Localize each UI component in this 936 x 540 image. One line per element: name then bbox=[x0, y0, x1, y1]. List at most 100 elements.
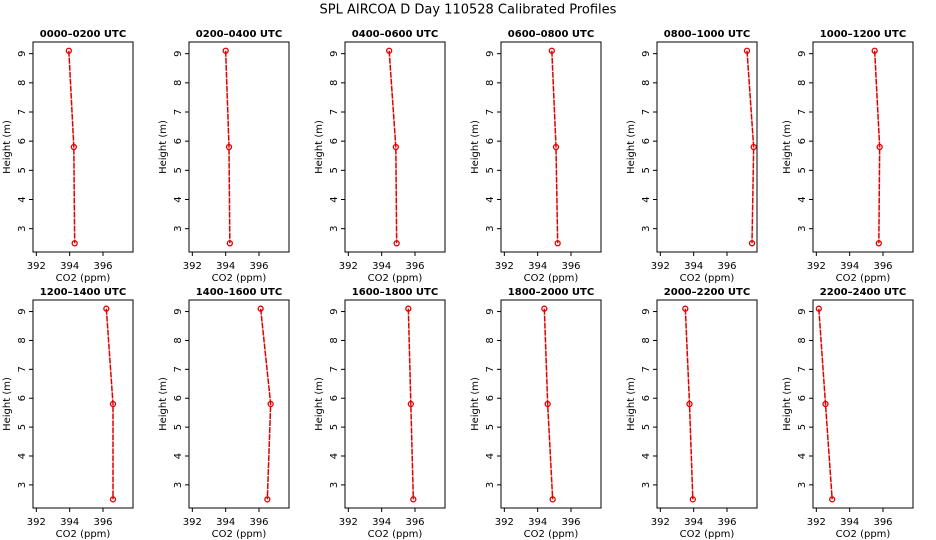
y-tick-label: 3 bbox=[641, 482, 652, 488]
x-axis-label: CO2 (ppm) bbox=[836, 273, 891, 284]
profile-line bbox=[224, 50, 231, 244]
plot-frame bbox=[656, 299, 758, 509]
x-axis-label: CO2 (ppm) bbox=[212, 273, 267, 284]
y-tick-label: 8 bbox=[329, 80, 340, 86]
profile-point bbox=[815, 305, 822, 312]
profile-point bbox=[743, 47, 751, 54]
y-tick-label: 9 bbox=[329, 308, 340, 314]
x-tick-label: 392 bbox=[807, 261, 826, 272]
y-tick-label: 5 bbox=[641, 424, 652, 430]
x-tick-label: 396 bbox=[405, 261, 424, 272]
x-tick-label: 396 bbox=[249, 517, 268, 528]
y-tick-label: 5 bbox=[485, 167, 496, 173]
profile-point bbox=[70, 143, 77, 151]
profile-point bbox=[689, 496, 696, 503]
y-tick-label: 3 bbox=[173, 482, 184, 488]
y-tick-label: 4 bbox=[329, 196, 340, 202]
y-axis-label: Height (m) bbox=[158, 377, 169, 431]
panel-title: 2000–2200 UTC bbox=[664, 287, 750, 298]
x-tick-label: 396 bbox=[249, 261, 268, 272]
y-tick-label: 5 bbox=[485, 424, 496, 430]
y-axis-label: Height (m) bbox=[626, 120, 637, 174]
profile-line bbox=[388, 50, 398, 244]
y-tick-label: 5 bbox=[17, 167, 28, 173]
y-tick-label: 7 bbox=[641, 366, 652, 372]
panel-title: 0000–0200 UTC bbox=[40, 29, 126, 40]
plot-frame bbox=[656, 41, 758, 253]
y-tick-label: 5 bbox=[329, 167, 340, 173]
y-tick-label: 9 bbox=[797, 50, 808, 56]
x-tick-label: 394 bbox=[60, 261, 79, 272]
plot-frame bbox=[32, 41, 134, 253]
profile-point bbox=[871, 47, 878, 54]
profile-point bbox=[405, 305, 412, 312]
y-tick-label: 4 bbox=[485, 453, 496, 459]
y-tick-label: 7 bbox=[797, 366, 808, 372]
y-tick-label: 7 bbox=[173, 366, 184, 372]
y-tick-label: 9 bbox=[485, 308, 496, 314]
x-tick-label: 392 bbox=[339, 517, 358, 528]
y-tick-label: 8 bbox=[797, 80, 808, 86]
profile-point bbox=[875, 240, 882, 247]
plot-frame bbox=[812, 41, 914, 253]
plot-frame bbox=[812, 299, 914, 509]
y-tick-label: 7 bbox=[17, 366, 28, 372]
x-axis-label: CO2 (ppm) bbox=[212, 529, 267, 540]
y-axis-label: Height (m) bbox=[2, 377, 13, 431]
y-tick-label: 7 bbox=[797, 109, 808, 115]
y-tick-label: 8 bbox=[485, 337, 496, 343]
plot-frame bbox=[188, 299, 290, 509]
profile-point bbox=[109, 400, 117, 408]
profile-line bbox=[407, 308, 415, 500]
x-axis-label: CO2 (ppm) bbox=[680, 529, 735, 540]
panel-title: 1800–2000 UTC bbox=[508, 287, 594, 298]
y-tick-label: 8 bbox=[485, 80, 496, 86]
profile-point bbox=[222, 47, 229, 54]
y-tick-label: 8 bbox=[641, 337, 652, 343]
y-axis-label: Height (m) bbox=[2, 120, 13, 174]
x-tick-label: 392 bbox=[807, 517, 826, 528]
profile-line bbox=[818, 308, 833, 500]
y-tick-label: 3 bbox=[485, 225, 496, 231]
profile-point bbox=[876, 143, 883, 151]
x-tick-label: 394 bbox=[684, 261, 703, 272]
y-tick-label: 9 bbox=[641, 50, 652, 56]
plot-frame bbox=[188, 41, 290, 253]
x-tick-label: 392 bbox=[183, 517, 202, 528]
x-tick-label: 394 bbox=[216, 261, 235, 272]
y-axis-label: Height (m) bbox=[314, 377, 325, 431]
panel-title: 0600–0800 UTC bbox=[508, 29, 594, 40]
y-tick-label: 5 bbox=[173, 167, 184, 173]
x-tick-label: 396 bbox=[873, 261, 892, 272]
y-tick-label: 4 bbox=[797, 196, 808, 202]
x-tick-label: 396 bbox=[93, 517, 112, 528]
y-tick-label: 6 bbox=[641, 395, 652, 401]
y-tick-label: 6 bbox=[173, 395, 184, 401]
y-tick-label: 6 bbox=[485, 138, 496, 144]
y-tick-label: 8 bbox=[17, 337, 28, 343]
x-tick-label: 392 bbox=[27, 261, 46, 272]
panel-title: 1400–1600 UTC bbox=[196, 287, 282, 298]
profile-point bbox=[71, 240, 78, 247]
profile-point bbox=[822, 400, 829, 408]
profile-point bbox=[552, 143, 560, 151]
panel-title: 1600–1800 UTC bbox=[352, 287, 438, 298]
y-tick-label: 9 bbox=[173, 308, 184, 314]
x-axis-label: CO2 (ppm) bbox=[524, 529, 579, 540]
x-tick-label: 394 bbox=[216, 517, 235, 528]
y-tick-label: 6 bbox=[17, 138, 28, 144]
y-tick-label: 6 bbox=[17, 395, 28, 401]
profile-line bbox=[68, 50, 76, 244]
profile-point bbox=[407, 400, 414, 408]
y-tick-label: 3 bbox=[17, 482, 28, 488]
x-tick-label: 392 bbox=[495, 517, 514, 528]
x-tick-label: 392 bbox=[183, 261, 202, 272]
profile-point bbox=[257, 305, 264, 312]
